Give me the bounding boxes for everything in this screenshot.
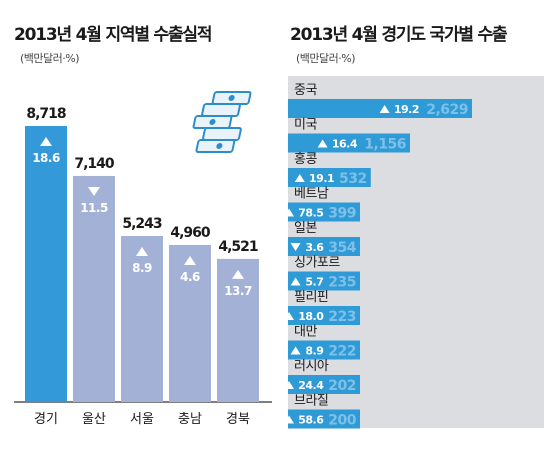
country-label: 일본	[294, 221, 317, 236]
region-value-label: 4,521	[218, 239, 258, 255]
growth-up-arrow-icon	[284, 312, 294, 320]
country-bar	[288, 340, 360, 360]
country-value-label: 2,629	[426, 102, 468, 118]
country-bar	[288, 168, 371, 187]
left-chart-unit: (백만달러·%)	[20, 52, 80, 65]
region-export-chart: 8,718 18.6 경기 7,140 11.5 울산 5,243 8.9 서울 4,960 4.6…	[14, 91, 272, 427]
region-bar	[121, 236, 163, 402]
country-label: 대만	[294, 325, 317, 340]
growth-down-arrow-icon	[88, 186, 100, 196]
country-value-label: 1,156	[364, 137, 406, 153]
country-label: 필리핀	[294, 290, 328, 305]
country-bar	[288, 409, 360, 429]
region-bar	[217, 258, 259, 402]
region-category-label: 경북	[226, 412, 250, 427]
growth-up-arrow-icon	[290, 277, 301, 286]
country-bar	[288, 306, 360, 325]
growth-up-arrow-icon	[317, 139, 328, 148]
country-growth-label: 3.6	[305, 241, 324, 254]
region-growth-label: 11.5	[80, 201, 108, 215]
region-category-label: 울산	[82, 412, 106, 427]
country-value-label: 200	[328, 413, 356, 429]
growth-up-arrow-icon	[284, 415, 294, 424]
country-bar	[288, 271, 360, 291]
country-growth-label: 58.6	[298, 414, 324, 427]
country-growth-label: 5.7	[305, 276, 323, 289]
region-category-label: 경기	[34, 412, 58, 427]
region-bar	[169, 244, 211, 402]
country-export-chart: 중국 2,629 19.2 미국 1,156 16.4 홍콩 532 19.1 베트남 399 78.…	[284, 76, 544, 429]
region-growth-label: 18.6	[32, 151, 60, 165]
country-value-label: 399	[328, 206, 356, 222]
country-label: 중국	[294, 83, 317, 98]
country-value-label: 235	[328, 275, 356, 291]
country-bar	[288, 237, 360, 256]
country-value-label: 223	[328, 309, 356, 325]
country-bar	[288, 99, 472, 118]
growth-up-arrow-icon	[379, 105, 390, 113]
growth-up-arrow-icon	[294, 174, 305, 182]
right-chart-title: 2013년 4월 경기도 국가별 수출	[290, 25, 508, 45]
country-value-label: 354	[328, 240, 356, 256]
country-growth-label: 18.0	[298, 310, 324, 323]
right-chart-unit: (백만달러·%)	[296, 52, 356, 65]
growth-up-arrow-icon	[284, 381, 294, 389]
country-value-label: 532	[339, 171, 367, 187]
growth-up-arrow-icon	[290, 346, 301, 355]
country-value-label: 222	[328, 344, 356, 360]
region-category-label: 충남	[178, 412, 202, 427]
region-growth-label: 13.7	[224, 284, 252, 298]
region-value-label: 8,718	[26, 106, 66, 122]
region-category-label: 서울	[130, 412, 154, 427]
growth-down-arrow-icon	[290, 243, 301, 251]
country-bar	[288, 375, 360, 394]
country-label: 베트남	[294, 187, 329, 202]
country-growth-label: 19.2	[394, 103, 419, 116]
country-bar	[288, 202, 360, 222]
region-value-label: 4,960	[170, 225, 211, 241]
growth-up-arrow-icon	[184, 255, 196, 265]
region-bar	[25, 126, 67, 402]
country-label: 싱가포르	[294, 256, 340, 271]
region-growth-label: 8.9	[132, 261, 152, 275]
country-label: 브라질	[294, 394, 328, 409]
growth-up-arrow-icon	[40, 137, 52, 146]
region-value-label: 5,243	[122, 216, 162, 232]
region-bar	[73, 175, 115, 402]
left-chart-title: 2013년 4월 지역별 수출실적	[14, 25, 212, 45]
growth-up-arrow-icon	[136, 247, 148, 257]
money-stack-icon	[192, 91, 252, 153]
country-label: 러시아	[294, 359, 329, 374]
country-growth-label: 19.1	[309, 172, 334, 185]
growth-up-arrow-icon	[232, 269, 244, 279]
country-label: 미국	[294, 118, 317, 133]
country-bar	[288, 133, 411, 153]
region-growth-label: 4.6	[180, 270, 200, 284]
country-growth-label: 78.5	[298, 207, 323, 220]
country-growth-label: 8.9	[305, 345, 323, 358]
country-growth-label: 24.4	[298, 379, 324, 392]
region-value-label: 7,140	[74, 156, 115, 172]
growth-up-arrow-icon	[284, 208, 294, 217]
country-label: 홍콩	[294, 152, 317, 167]
country-growth-label: 16.4	[332, 138, 358, 151]
country-value-label: 202	[328, 378, 356, 394]
